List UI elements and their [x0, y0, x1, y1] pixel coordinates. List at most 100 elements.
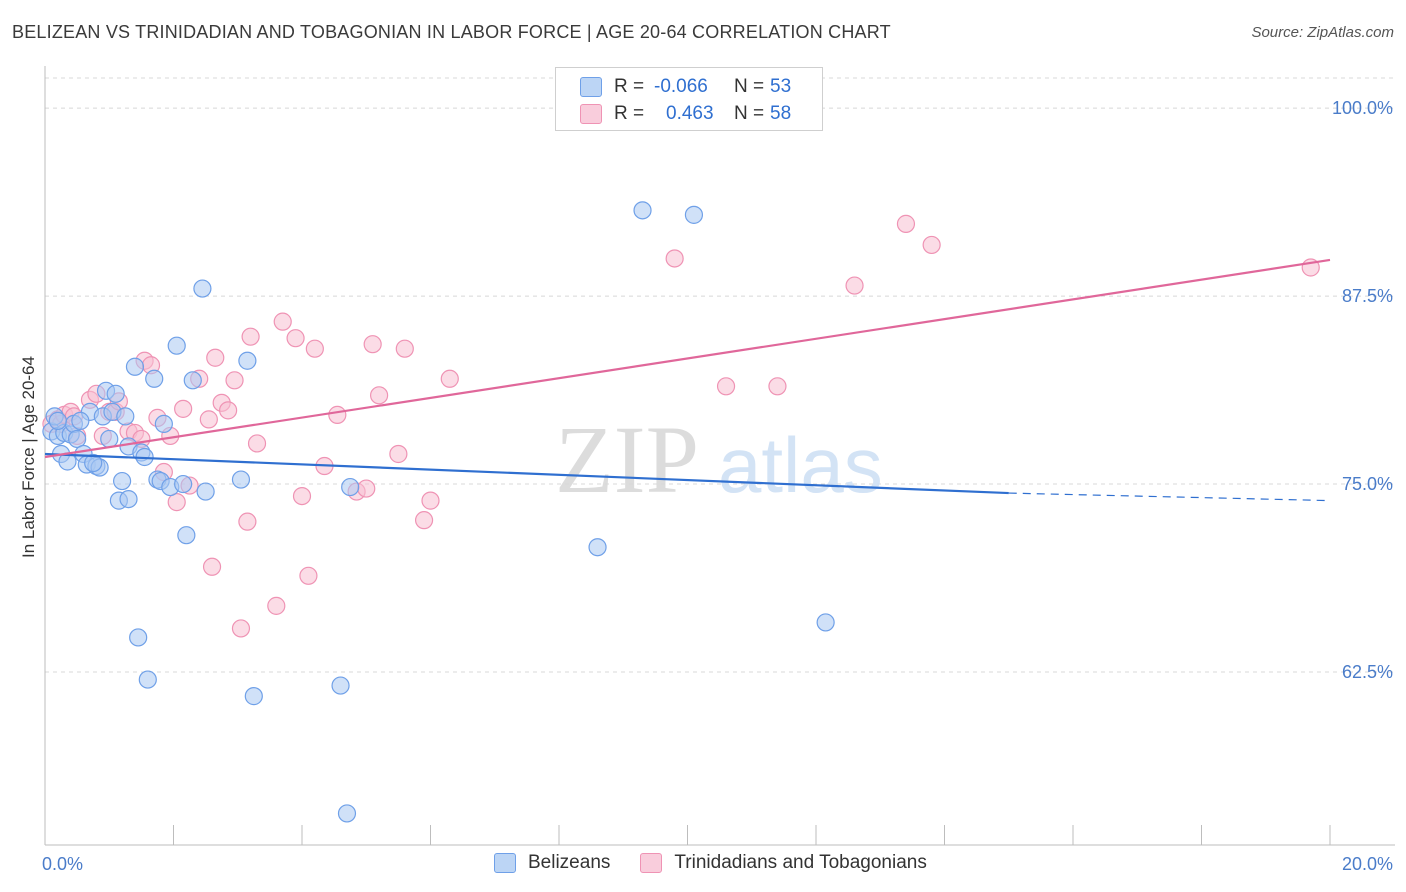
belizean-point	[174, 474, 193, 494]
trinidadian-point	[389, 444, 408, 464]
belizean-trend-extension	[1008, 492, 1331, 502]
belizean-point	[167, 336, 186, 355]
belizean-point	[116, 407, 135, 426]
belizean-point	[145, 369, 164, 388]
trinidadian-point	[299, 566, 318, 585]
trinidadian-point	[395, 339, 414, 358]
legend-n-value: 58	[770, 103, 792, 124]
correlation-legend: R = -0.066 N = 53 R = 0.463 N = 58	[555, 67, 823, 131]
trinidadian-point	[219, 401, 238, 420]
y-tick-labels: 100.0% 87.5% 75.0% 62.5%	[1332, 98, 1393, 682]
belizean-point	[138, 670, 157, 689]
belizean-point	[106, 384, 125, 403]
belizean-point	[119, 489, 138, 509]
legend-n-value: 53	[770, 76, 792, 97]
legend-r-label: R =	[614, 76, 645, 97]
belizean-point	[48, 411, 67, 430]
trinidadian-point	[225, 371, 244, 390]
belizean-trend-line	[44, 452, 1009, 495]
chart-title: BELIZEAN VS TRINIDADIAN AND TOBAGONIAN I…	[12, 22, 891, 42]
trinidadian-point	[922, 235, 941, 255]
trend-lines	[44, 258, 1331, 502]
watermark-zip: ZIP	[555, 406, 699, 513]
belizean-point	[183, 371, 202, 390]
x-tick-label: 0.0%	[42, 854, 83, 874]
trinidadian-point	[238, 512, 257, 531]
belizean-point	[633, 201, 652, 220]
legend-item-belizeans[interactable]: Belizeans	[494, 852, 610, 874]
trinidadian-point	[206, 348, 225, 367]
trinidadian-point	[199, 410, 218, 429]
trinidadian-point	[174, 399, 193, 418]
belizean-point	[816, 613, 835, 632]
grid-lines	[45, 77, 1395, 673]
belizean-point	[84, 453, 103, 473]
trinidadian-point	[357, 479, 376, 498]
legend-n-label: N =	[734, 76, 765, 97]
trinidadian-point	[292, 486, 312, 506]
legend-r-label: R =	[614, 103, 645, 124]
trinidadian-point	[267, 596, 286, 615]
legend-swatch-blue	[494, 853, 516, 873]
trinidadian-point	[370, 386, 389, 405]
legend-item-trinidadians[interactable]: Trinidadians and Tobagonians	[640, 852, 927, 874]
trinidadian-point	[421, 491, 440, 510]
trinidadian-point	[328, 405, 347, 424]
legend-swatch-pink	[580, 104, 602, 124]
trinidadian-point	[896, 214, 916, 233]
y-tick-label: 87.5%	[1342, 286, 1393, 306]
legend-row-trinidadians: R = 0.463 N = 58	[580, 101, 791, 127]
y-axis-title: In Labor Force | Age 20-64	[19, 356, 38, 558]
belizean-point	[193, 279, 212, 298]
belizean-point	[337, 804, 357, 823]
y-tick-label: 62.5%	[1342, 662, 1393, 682]
trinidadian-point	[247, 434, 267, 453]
belizean-point	[231, 470, 251, 489]
belizean-point	[125, 357, 145, 376]
trinidadian-point	[286, 329, 305, 348]
trinidadian-point	[768, 377, 787, 396]
y-tick-label: 100.0%	[1332, 98, 1393, 118]
axes	[44, 66, 1395, 846]
trinidadian-point	[363, 335, 382, 354]
legend-swatch-blue	[580, 77, 602, 97]
x-tick-labels: 0.0% 20.0%	[42, 854, 1393, 874]
belizean-point	[177, 526, 196, 545]
belizean-point	[68, 429, 87, 449]
trinidadian-point	[414, 511, 434, 530]
trinidadian-point	[716, 377, 736, 396]
trinidadian-point	[231, 619, 251, 638]
trinidadian-trend-line	[44, 258, 1331, 459]
x-tick-label: 20.0%	[1342, 854, 1393, 874]
trinidadian-point	[665, 249, 684, 268]
legend-swatch-pink	[640, 853, 663, 873]
trinidadian-point	[440, 369, 459, 388]
belizean-point	[196, 482, 215, 501]
belizean-point	[244, 687, 263, 706]
watermark: ZIP atlas	[555, 406, 883, 513]
legend-n-label: N =	[734, 103, 765, 124]
trinidadian-point	[202, 557, 222, 576]
trinidadian-point	[845, 276, 864, 295]
legend-r-value: -0.066	[654, 76, 708, 97]
trinidadian-point	[167, 493, 186, 512]
watermark-atlas: atlas	[718, 421, 883, 509]
series-legend: Belizeans Trinidadians and Tobagonians	[494, 852, 957, 874]
belizean-point	[588, 538, 607, 557]
legend-row-belizeans: R = -0.066 N = 53	[580, 74, 791, 100]
trinidadian-point	[305, 339, 324, 358]
series-belizeans-points	[42, 201, 835, 823]
trinidadian-point	[241, 327, 260, 346]
trinidadian-point	[273, 312, 292, 331]
belizean-point	[71, 411, 90, 430]
belizean-point	[112, 471, 132, 491]
belizean-point	[100, 429, 119, 449]
belizean-point	[129, 628, 148, 647]
legend-label-belizeans: Belizeans	[528, 852, 611, 873]
belizean-point	[684, 205, 704, 224]
legend-r-value: 0.463	[666, 103, 714, 124]
legend-label-trinidadians: Trinidadians and Tobagonians	[674, 852, 927, 873]
source-label: Source: ZipAtlas.com	[1251, 24, 1394, 41]
belizean-point	[154, 414, 173, 434]
